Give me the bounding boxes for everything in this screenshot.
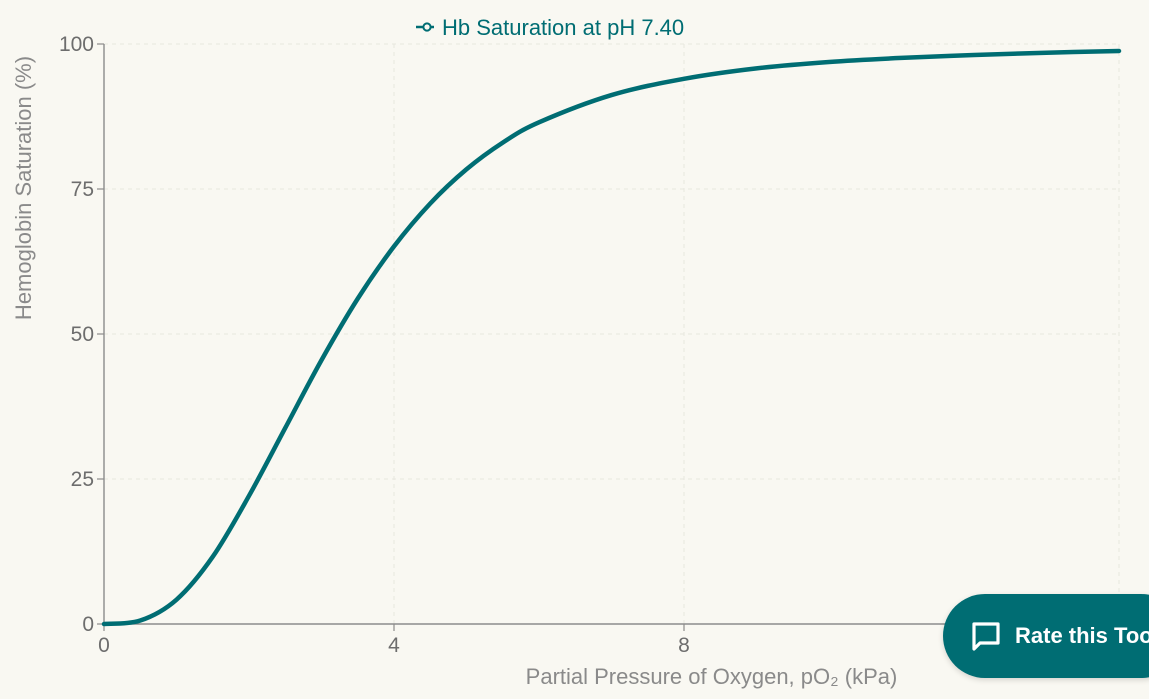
- y-tick-label: 100: [59, 33, 94, 56]
- y-tick-label: 0: [82, 613, 94, 636]
- x-tick-label: 4: [388, 634, 400, 657]
- rate-tool-label: Rate this Tool: [1015, 623, 1149, 648]
- y-tick-label: 75: [71, 178, 94, 201]
- x-axis-title: Partial Pressure of Oxygen, pO₂ (kPa): [526, 664, 898, 689]
- y-axis-title: Hemoglobin Saturation (%): [11, 56, 36, 320]
- x-tick-label: 8: [678, 634, 690, 657]
- series-line-hb-saturation: [101, 48, 1122, 627]
- grid-lines: [104, 43, 1120, 624]
- y-tick-label: 50: [71, 323, 94, 346]
- legend-marker-icon: [422, 22, 432, 32]
- legend-item: Hb Saturation at pH 7.40: [416, 15, 684, 40]
- legend-label: Hb Saturation at pH 7.40: [442, 15, 684, 40]
- x-tick-label: 0: [98, 634, 110, 657]
- y-tick-label: 25: [71, 468, 94, 491]
- rate-tool-button[interactable]: Rate this Tool: [943, 594, 1149, 678]
- chat-bubble-icon: [969, 619, 1003, 653]
